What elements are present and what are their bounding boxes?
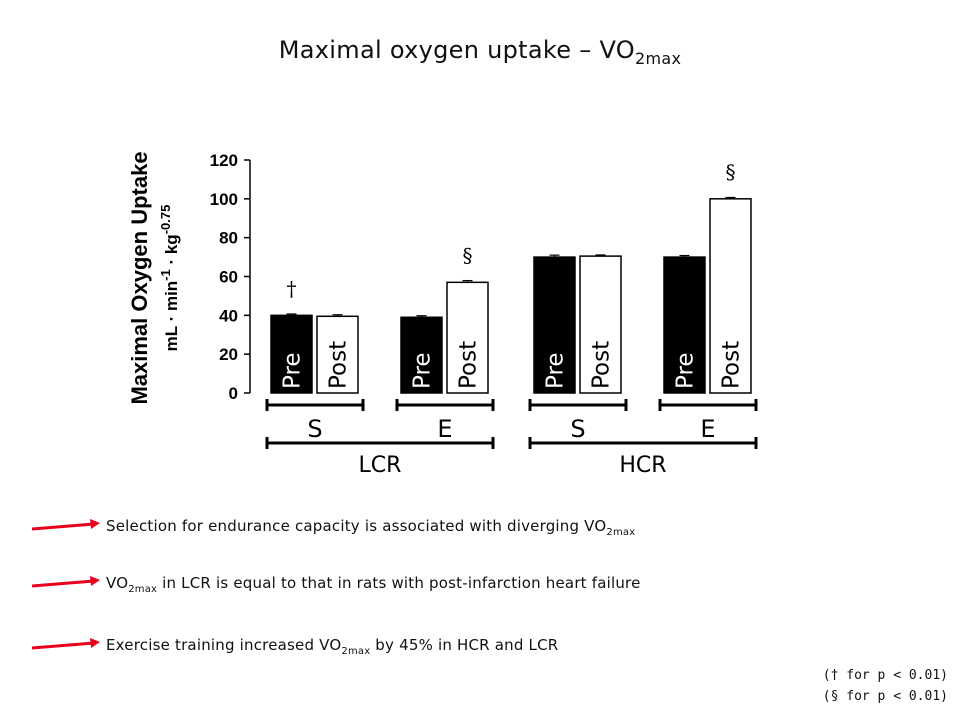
bullet-1-sub: 2max (606, 527, 636, 538)
chart-title: Maximal oxygen uptake – VO2max (0, 36, 960, 68)
significance-marker: † (287, 276, 297, 300)
group-label: LCR (359, 453, 402, 478)
bar-label-pre: Pre (410, 352, 436, 389)
y-axis-unit-part2: · kg (162, 234, 181, 269)
bullet-2-pre: VO (106, 574, 129, 592)
y-axis-label-line1: Maximal Oxygen Uptake (127, 151, 152, 404)
bullet-2-sub: 2max (128, 584, 158, 595)
bars: Pre Pre Pre Pre Post Post Post Post † § § (270, 160, 752, 394)
y-tick-label: 100 (210, 190, 238, 209)
y-axis-label-line2: mL · min-1 · kg-0.75 (158, 205, 181, 352)
category-label: S (570, 415, 585, 443)
y-tick-label: 80 (219, 229, 238, 248)
y-axis-unit-part1: mL · min (162, 281, 181, 352)
y-tick-label: 0 (229, 384, 238, 403)
bullet-3-pre: Exercise training increased VO (106, 636, 342, 654)
bullet-2-text: VO2max in LCR is equal to that in rats w… (106, 574, 641, 595)
bar-post (579, 255, 622, 394)
bar-label-pre: Pre (673, 352, 699, 389)
significance-note-2: (§ for p < 0.01) (822, 689, 948, 704)
red-arrow-icon (32, 519, 100, 531)
y-tick-label: 40 (219, 306, 238, 325)
bullet-3-sub: 2max (341, 646, 371, 657)
red-arrow-icon (32, 638, 100, 650)
category-label: E (437, 415, 452, 443)
group-label: HCR (619, 453, 666, 478)
bar-post (446, 281, 489, 394)
bullet-2-post: in LCR is equal to that in rats with pos… (157, 574, 641, 592)
chart-title-subscript: 2max (634, 48, 682, 68)
chart-title-text: Maximal oxygen uptake – VO (278, 36, 635, 64)
y-axis-unit-exp1: -1 (158, 269, 173, 281)
bullet-3-text: Exercise training increased VO2max by 45… (106, 636, 558, 657)
bullet-1-text: Selection for endurance capacity is asso… (106, 517, 635, 538)
y-axis-unit-exp2: -0.75 (158, 205, 173, 235)
group-brackets: S E S E LCR HCR (265, 399, 758, 478)
category-label: S (307, 415, 322, 443)
y-axis-label: Maximal Oxygen Uptake mL · min-1 · kg-0.… (127, 151, 181, 404)
bar-pre (270, 314, 313, 394)
bar-label-post: Post (456, 341, 482, 389)
bar-chart: Maximal Oxygen Uptake mL · min-1 · kg-0.… (127, 151, 758, 478)
red-arrow-icon (32, 576, 100, 588)
significance-note-1: († for p < 0.01) (822, 668, 948, 683)
bar-post (709, 198, 752, 394)
bar-label-post: Post (589, 341, 615, 389)
y-tick-label: 120 (210, 151, 238, 170)
y-tick-label: 60 (219, 268, 238, 287)
y-tick-label: 20 (219, 345, 238, 364)
bar-pre (533, 256, 576, 394)
bar-label-post: Post (719, 341, 745, 389)
significance-marker: § (726, 160, 736, 184)
significance-marker: § (463, 243, 473, 267)
bar-label-pre: Pre (280, 352, 306, 389)
bar-pre (663, 256, 706, 394)
bullet-1-pre: Selection for endurance capacity is asso… (106, 517, 607, 535)
y-axis-ticks: 0 20 40 60 80 100 120 (210, 151, 250, 403)
bar-label-pre: Pre (543, 352, 569, 389)
category-label: E (700, 415, 715, 443)
bar-label-post: Post (326, 341, 352, 389)
bullet-3-post: by 45% in HCR and LCR (370, 636, 559, 654)
